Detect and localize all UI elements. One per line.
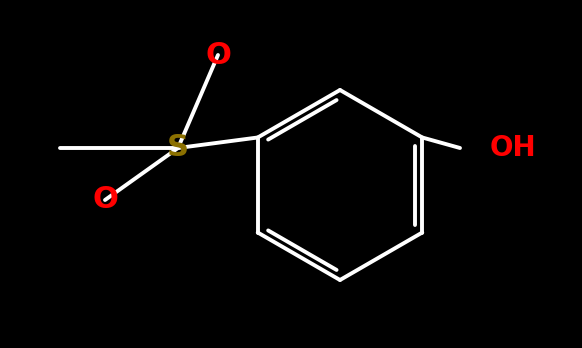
Text: OH: OH bbox=[490, 134, 537, 162]
Text: S: S bbox=[167, 134, 189, 163]
Text: O: O bbox=[205, 40, 231, 70]
Text: O: O bbox=[92, 185, 118, 214]
